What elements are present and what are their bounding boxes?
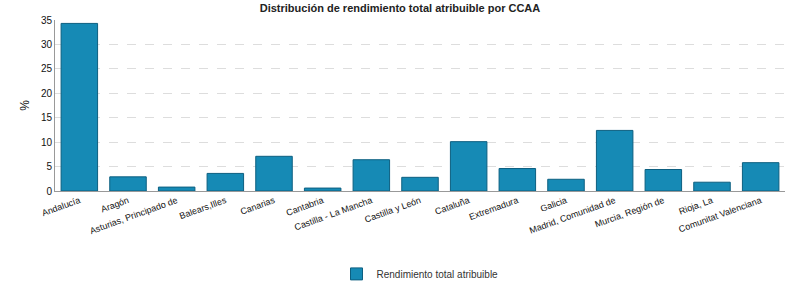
svg-text:35: 35 bbox=[41, 15, 53, 26]
svg-text:Rendimiento total atribuible: Rendimiento total atribuible bbox=[377, 269, 499, 280]
svg-text:20: 20 bbox=[41, 88, 53, 99]
svg-text:Castilla y León: Castilla y León bbox=[363, 195, 422, 225]
svg-text:%: % bbox=[18, 100, 32, 111]
svg-text:5: 5 bbox=[46, 161, 52, 172]
svg-text:Galicia: Galicia bbox=[539, 195, 568, 214]
svg-text:Madrid, Comunidad de: Madrid, Comunidad de bbox=[528, 195, 617, 236]
svg-text:Cantabria: Cantabria bbox=[285, 195, 325, 218]
svg-text:Canarias: Canarias bbox=[239, 195, 277, 217]
svg-text:15: 15 bbox=[41, 112, 53, 123]
svg-text:Extremadura: Extremadura bbox=[468, 195, 520, 222]
svg-text:Asturias, Principado de: Asturias, Principado de bbox=[88, 195, 178, 236]
svg-text:25: 25 bbox=[41, 63, 53, 74]
svg-text:Castilla - La Mancha: Castilla - La Mancha bbox=[293, 195, 374, 232]
svg-text:Murcia, Región de: Murcia, Región de bbox=[593, 195, 665, 229]
svg-text:Distribución de rendimiento to: Distribución de rendimiento total atribu… bbox=[260, 2, 541, 14]
svg-text:10: 10 bbox=[41, 137, 53, 148]
svg-text:Rioja, La: Rioja, La bbox=[677, 195, 714, 217]
svg-text:30: 30 bbox=[41, 39, 53, 50]
svg-text:0: 0 bbox=[46, 186, 52, 197]
svg-text:Andalucía: Andalucía bbox=[41, 195, 82, 218]
svg-text:Cataluña: Cataluña bbox=[434, 195, 471, 217]
svg-text:Aragón: Aragón bbox=[100, 195, 131, 214]
svg-text:Balears,Illes: Balears,Illes bbox=[178, 195, 228, 221]
svg-text:Comunitat Valenciana: Comunitat Valenciana bbox=[677, 195, 763, 234]
